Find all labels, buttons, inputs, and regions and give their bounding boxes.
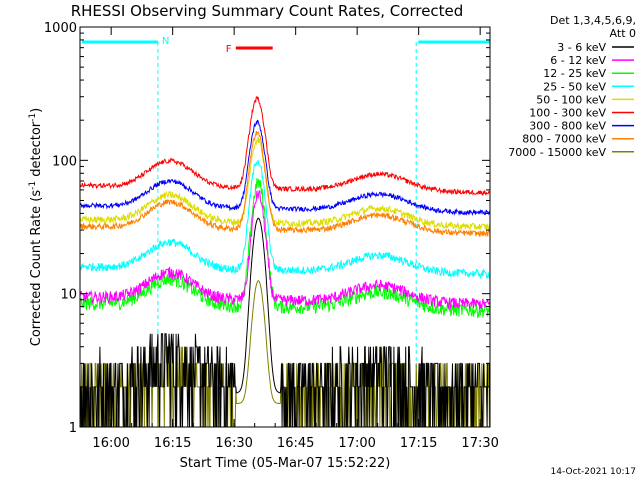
y-tick-label-1: 10	[60, 288, 77, 303]
legend-label-0: 3 - 6 keV	[557, 41, 606, 54]
night-period-markers: N	[82, 36, 490, 427]
series-line-0	[80, 217, 491, 428]
y-axis-label: Corrected Count Rate (s-1 detector-1)	[28, 108, 44, 346]
x-tick-label-2: 16:30	[215, 436, 252, 451]
series-line-1	[79, 189, 491, 310]
chart-title: RHESSI Observing Summary Count Rates, Co…	[71, 2, 464, 20]
series-line-7	[79, 131, 491, 238]
x-axis-label: Start Time (05-Mar-07 15:52:22)	[180, 456, 391, 471]
legend-label-6: 300 - 800 keV	[529, 120, 606, 133]
series-line-2	[79, 178, 491, 319]
series-line-4	[79, 136, 491, 231]
legend-label-8: 7000 - 15000 keV	[508, 146, 606, 159]
x-tick-label-1: 16:15	[154, 436, 191, 451]
y-axis-label-sup2: -1	[28, 113, 38, 122]
x-tick-label-5: 17:15	[400, 436, 437, 451]
legend-label-1: 6 - 12 keV	[550, 54, 606, 67]
night-label: N	[162, 36, 169, 47]
series-layer	[79, 96, 491, 428]
x-tick-label-0: 16:00	[92, 436, 129, 451]
y-tick-label-3: 1000	[44, 21, 77, 36]
series-line-3	[79, 159, 491, 280]
x-axis-ticks: 16:00 16:15 16:30 16:45 17:00 17:15 17:30	[90, 27, 499, 451]
series-line-5	[79, 96, 491, 196]
y-axis-label-end: )	[29, 108, 44, 113]
timestamp: 14-Oct-2021 10:17	[551, 467, 636, 477]
x-tick-label-6: 17:30	[461, 436, 498, 451]
y-axis-label-sup1: -1	[28, 181, 38, 190]
y-axis-ticks: 1 10 100 1000	[44, 21, 490, 436]
y-tick-label-0: 1	[69, 421, 77, 436]
legend-label-4: 50 - 100 keV	[536, 93, 606, 106]
legend-label-7: 800 - 7000 keV	[522, 133, 606, 146]
flare-label: F	[226, 44, 232, 55]
legend-header-attenuator: Att 0	[610, 27, 636, 40]
x-tick-label-3: 16:45	[277, 436, 314, 451]
legend-label-5: 100 - 300 keV	[529, 107, 606, 120]
legend-header-detectors: Det 1,3,4,5,6,9,	[550, 14, 636, 27]
y-tick-label-2: 100	[52, 154, 77, 169]
legend-label-2: 12 - 25 keV	[543, 67, 606, 80]
series-line-6	[79, 119, 490, 217]
plot-frame	[79, 26, 491, 428]
flare-period-markers: F	[226, 44, 273, 55]
legend-label-3: 25 - 50 keV	[543, 80, 606, 93]
y-axis-label-mid: detector	[29, 121, 44, 181]
x-tick-label-4: 17:00	[338, 436, 375, 451]
y-axis-label-main: Corrected Count Rate (s	[29, 190, 44, 347]
